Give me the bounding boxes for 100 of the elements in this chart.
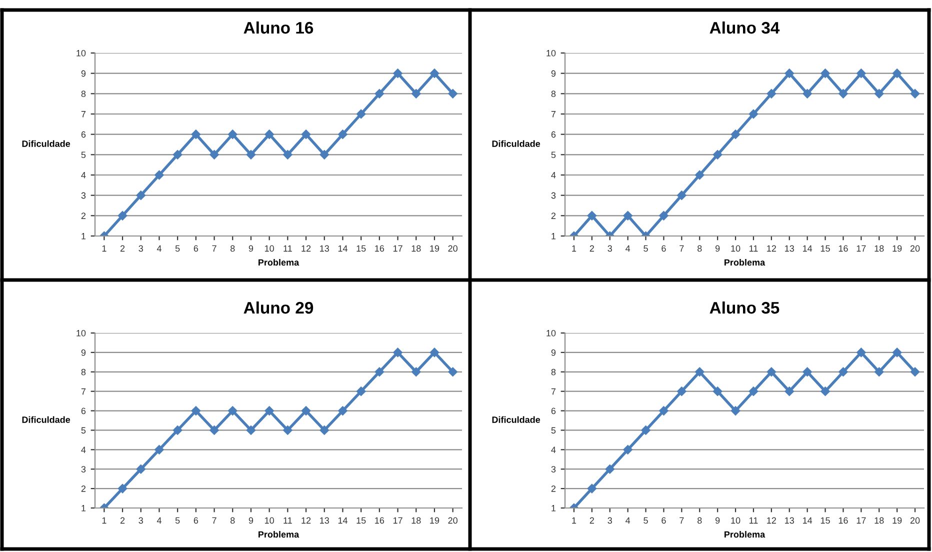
- point: [264, 406, 274, 416]
- x-tick-label: 3: [608, 517, 612, 524]
- point: [838, 89, 848, 98]
- x-tick-label: 7: [680, 245, 684, 252]
- point: [659, 406, 668, 416]
- point: [374, 89, 384, 98]
- point: [118, 484, 128, 494]
- x-tick-label: 14: [338, 245, 348, 252]
- point: [730, 130, 740, 139]
- x-tick-label: 6: [194, 245, 198, 252]
- x-axis-title: Problema: [258, 259, 300, 266]
- point: [748, 109, 758, 119]
- x-tick-label: 19: [430, 517, 440, 524]
- point: [766, 367, 776, 377]
- point: [191, 130, 201, 139]
- point: [784, 386, 794, 396]
- x-tick-label: 19: [892, 517, 902, 524]
- x-tick-label: 19: [892, 245, 902, 252]
- point: [412, 367, 421, 377]
- x-tick-label: 6: [194, 517, 198, 524]
- point: [605, 464, 614, 474]
- point: [695, 170, 704, 180]
- x-tick-label: 20: [910, 245, 920, 252]
- x-tick-label: 5: [644, 517, 648, 524]
- x-tick-label: 5: [175, 245, 180, 252]
- x-tick-label: 17: [393, 245, 402, 252]
- point: [623, 211, 632, 220]
- x-tick-label: 15: [356, 517, 366, 524]
- y-tick-label: 3: [551, 192, 556, 199]
- x-tick-label: 9: [715, 245, 720, 252]
- x-tick-label: 13: [320, 517, 329, 524]
- y-axis-title: Dificuldade: [22, 416, 70, 423]
- x-tick-label: 14: [802, 245, 812, 252]
- point: [264, 130, 274, 139]
- y-tick-label: 6: [551, 131, 556, 138]
- point: [766, 89, 776, 98]
- y-tick-label: 10: [76, 330, 86, 336]
- point: [856, 68, 866, 78]
- y-tick-label: 10: [76, 50, 86, 56]
- point: [136, 190, 146, 200]
- point: [320, 150, 329, 160]
- x-tick-label: 17: [856, 245, 866, 252]
- x-tick-label: 4: [626, 517, 630, 524]
- point: [210, 150, 219, 160]
- point: [587, 484, 597, 494]
- point: [910, 367, 920, 377]
- x-tick-label: 12: [302, 245, 311, 252]
- point: [393, 348, 402, 358]
- y-tick-label: 2: [551, 212, 556, 219]
- x-tick-label: 3: [138, 245, 143, 252]
- y-axis-title: Dificuldade: [22, 140, 70, 147]
- point: [412, 89, 421, 98]
- y-tick-label: 6: [551, 408, 556, 414]
- x-axis-title: Problema: [258, 531, 300, 538]
- x-tick-label: 8: [230, 517, 235, 524]
- y-tick-label: 4: [551, 446, 556, 453]
- x-tick-label: 5: [644, 245, 648, 252]
- x-tick-label: 20: [910, 517, 920, 524]
- y-tick-label: 3: [81, 466, 86, 472]
- x-tick-label: 18: [874, 245, 884, 252]
- point: [338, 406, 348, 416]
- x-tick-label: 11: [284, 245, 292, 252]
- x-tick-label: 13: [320, 245, 329, 252]
- point: [712, 386, 722, 396]
- x-tick-label: 8: [698, 517, 702, 524]
- x-tick-label: 5: [175, 517, 180, 524]
- point: [712, 150, 722, 160]
- x-tick-label: 3: [138, 517, 143, 524]
- x-tick-label: 15: [356, 245, 366, 252]
- x-tick-label: 11: [284, 517, 292, 524]
- x-tick-label: 1: [572, 245, 576, 252]
- x-axis-title: Problema: [724, 531, 766, 538]
- y-tick-label: 10: [546, 50, 556, 56]
- x-tick-label: 3: [608, 245, 612, 252]
- point: [802, 89, 812, 98]
- x-tick-label: 18: [412, 517, 421, 524]
- x-tick-label: 8: [230, 245, 235, 252]
- x-tick-label: 7: [212, 517, 216, 524]
- point: [448, 89, 458, 98]
- chart-title: Aluno 34: [710, 21, 780, 34]
- y-tick-label: 10: [546, 330, 556, 336]
- x-tick-label: 20: [448, 245, 458, 252]
- x-tick-label: 4: [156, 517, 162, 524]
- y-axis-title: Dificuldade: [492, 416, 540, 423]
- y-tick-label: 2: [81, 212, 86, 219]
- x-tick-label: 10: [731, 517, 740, 524]
- x-tick-label: 16: [838, 517, 848, 524]
- y-tick-label: 7: [81, 111, 86, 118]
- y-tick-label: 4: [551, 172, 556, 178]
- point: [320, 426, 329, 435]
- point: [393, 68, 402, 78]
- chart-title: Aluno 29: [244, 301, 314, 314]
- y-tick-label: 6: [81, 131, 86, 138]
- point: [730, 406, 740, 416]
- x-tick-label: 6: [662, 245, 666, 252]
- x-tick-label: 13: [785, 517, 794, 524]
- x-tick-label: 10: [731, 245, 740, 252]
- point: [210, 426, 219, 435]
- point: [910, 89, 920, 98]
- point: [136, 464, 146, 474]
